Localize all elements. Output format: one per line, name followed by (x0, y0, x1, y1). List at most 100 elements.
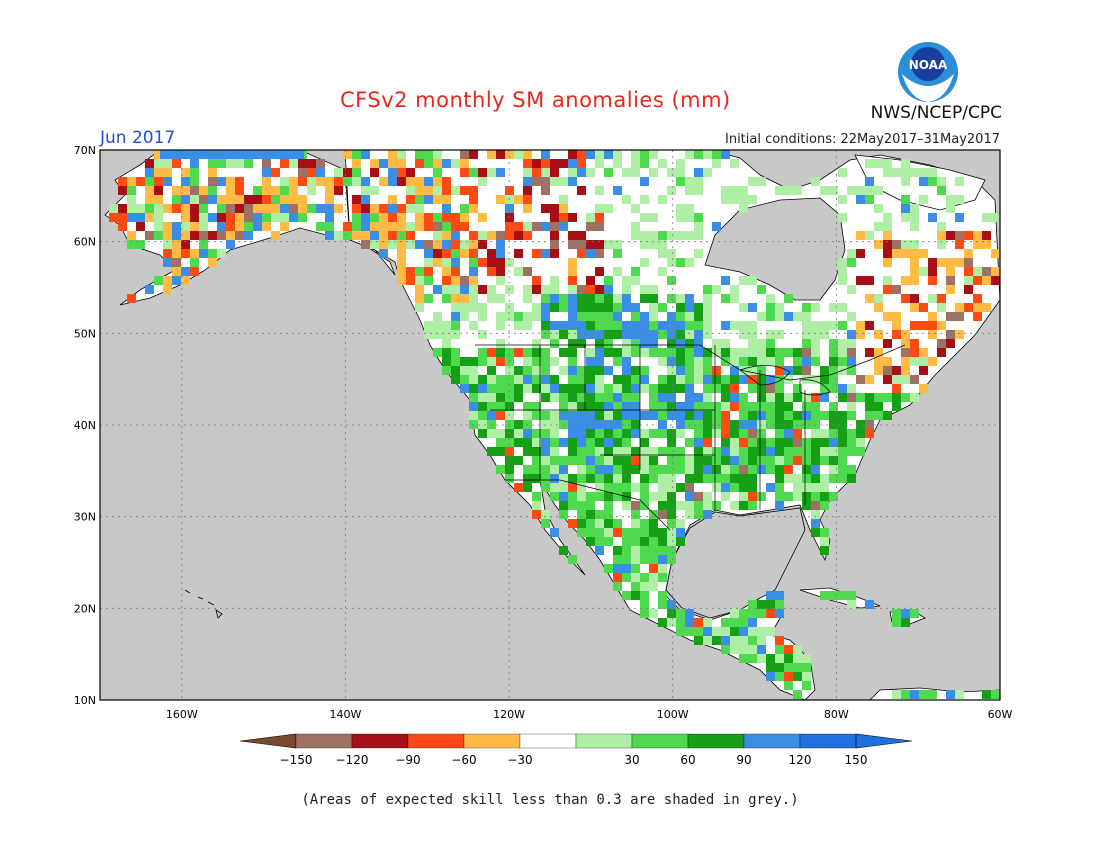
anomaly-cell (784, 465, 793, 474)
anomaly-cell (703, 447, 712, 456)
anomaly-cell (253, 204, 262, 213)
anomaly-cell (667, 546, 676, 555)
anomaly-cell (604, 240, 613, 249)
anomaly-cell (847, 285, 856, 294)
anomaly-cell (424, 150, 433, 159)
anomaly-cell (226, 195, 235, 204)
anomaly-cell (415, 222, 424, 231)
anomaly-cell (478, 231, 487, 240)
anomaly-cell (649, 519, 658, 528)
anomaly-cell (541, 375, 550, 384)
anomaly-cell (883, 168, 892, 177)
anomaly-cell (460, 276, 469, 285)
anomaly-cell (721, 645, 730, 654)
anomaly-cell (208, 249, 217, 258)
anomaly-cell (604, 411, 613, 420)
anomaly-cell (838, 591, 847, 600)
anomaly-cell (739, 204, 748, 213)
anomaly-cell (496, 348, 505, 357)
anomaly-cell (205, 150, 214, 159)
anomaly-cell (550, 357, 559, 366)
anomaly-cell (613, 312, 622, 321)
anomaly-cell (703, 303, 712, 312)
anomaly-cell (775, 465, 784, 474)
anomaly-cell (685, 366, 694, 375)
anomaly-cell (469, 366, 478, 375)
anomaly-cell (181, 276, 190, 285)
anomaly-cell (433, 258, 442, 267)
anomaly-cell (856, 186, 865, 195)
anomaly-cell (802, 339, 811, 348)
anomaly-cell (586, 501, 595, 510)
anomaly-cell (433, 312, 442, 321)
anomaly-cell (316, 177, 325, 186)
anomaly-cell (937, 231, 946, 240)
anomaly-cell (487, 249, 496, 258)
anomaly-cell (568, 294, 577, 303)
anomaly-cell (712, 501, 721, 510)
anomaly-cell (523, 150, 532, 159)
anomaly-cell (550, 465, 559, 474)
anomaly-cell (442, 159, 451, 168)
anomaly-cell (838, 438, 847, 447)
anomaly-cell (181, 195, 190, 204)
anomaly-cell (487, 429, 496, 438)
anomaly-cell (433, 159, 442, 168)
anomaly-cell (451, 348, 460, 357)
anomaly-cell (604, 429, 613, 438)
anomaly-cell (928, 276, 937, 285)
anomaly-cell (595, 366, 604, 375)
anomaly-cell (667, 618, 676, 627)
anomaly-cell (757, 366, 766, 375)
anomaly-cell (784, 492, 793, 501)
anomaly-cell (838, 420, 847, 429)
anomaly-cell (379, 240, 388, 249)
anomaly-cell (559, 303, 568, 312)
anomaly-cell (811, 474, 820, 483)
anomaly-cell (730, 195, 739, 204)
anomaly-cell (730, 609, 739, 618)
anomaly-cell (298, 168, 307, 177)
anomaly-cell (658, 267, 667, 276)
anomaly-cell (505, 393, 514, 402)
anomaly-cell (892, 285, 901, 294)
anomaly-cell (775, 456, 784, 465)
anomaly-cell (685, 456, 694, 465)
anomaly-cell (343, 150, 352, 159)
anomaly-cell (442, 285, 451, 294)
anomaly-cell (190, 204, 199, 213)
anomaly-cell (190, 213, 199, 222)
anomaly-cell (946, 690, 955, 699)
anomaly-cell (748, 654, 757, 663)
anomaly-cell (721, 150, 730, 159)
anomaly-cell (595, 429, 604, 438)
anomaly-cell (640, 231, 649, 240)
anomaly-cell (433, 330, 442, 339)
anomaly-cell (820, 456, 829, 465)
anomaly-cell (406, 222, 415, 231)
anomaly-cell (739, 276, 748, 285)
anomaly-cell (118, 222, 127, 231)
anomaly-cell (586, 348, 595, 357)
anomaly-cell (721, 438, 730, 447)
anomaly-cell (640, 375, 649, 384)
anomaly-cell (136, 213, 145, 222)
anomaly-cell (208, 213, 217, 222)
anomaly-cell (712, 483, 721, 492)
anomaly-cell (631, 330, 640, 339)
anomaly-cell (145, 159, 154, 168)
anomaly-cell (622, 411, 631, 420)
anomaly-cell (658, 501, 667, 510)
anomaly-cell (721, 618, 730, 627)
anomaly-cell (397, 204, 406, 213)
anomaly-cell (397, 276, 406, 285)
anomaly-cell (811, 483, 820, 492)
anomaly-cell (415, 285, 424, 294)
anomaly-cell (118, 186, 127, 195)
anomaly-cell (712, 627, 721, 636)
anomaly-cell (496, 249, 505, 258)
anomaly-cell (541, 474, 550, 483)
anomaly-cell (649, 294, 658, 303)
anomaly-cell (145, 204, 154, 213)
anomaly-cell (469, 294, 478, 303)
